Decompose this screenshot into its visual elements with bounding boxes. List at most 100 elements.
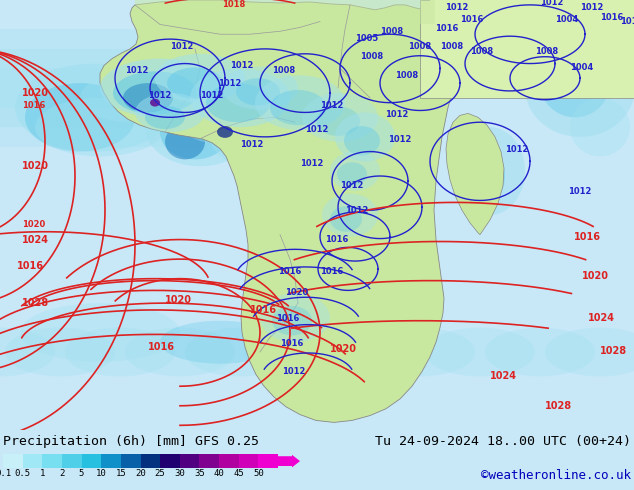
Ellipse shape: [190, 69, 290, 127]
Ellipse shape: [330, 206, 362, 232]
Polygon shape: [446, 113, 504, 235]
Ellipse shape: [0, 327, 55, 376]
Bar: [180, 454, 200, 468]
Text: 1008: 1008: [408, 42, 431, 51]
Text: 1020: 1020: [165, 295, 192, 305]
Text: 1024: 1024: [588, 313, 615, 323]
Text: 5: 5: [79, 469, 84, 478]
Ellipse shape: [270, 90, 326, 125]
Text: 1020: 1020: [22, 88, 49, 98]
Ellipse shape: [206, 83, 270, 122]
Text: 1008: 1008: [272, 66, 295, 75]
Text: 1020: 1020: [22, 161, 49, 171]
Ellipse shape: [125, 327, 235, 376]
FancyArrow shape: [278, 455, 300, 467]
FancyBboxPatch shape: [420, 0, 634, 98]
Ellipse shape: [545, 327, 634, 376]
Text: 1016: 1016: [22, 100, 46, 110]
Text: 1004: 1004: [570, 63, 593, 73]
Text: 1: 1: [39, 469, 45, 478]
Text: 1012: 1012: [240, 140, 263, 148]
Text: 1016: 1016: [148, 342, 175, 352]
Bar: [0, 249, 634, 430]
Ellipse shape: [135, 93, 205, 132]
Text: 50: 50: [253, 469, 264, 478]
Ellipse shape: [260, 294, 330, 342]
Ellipse shape: [5, 327, 115, 376]
Text: 1012: 1012: [148, 91, 171, 100]
Ellipse shape: [315, 112, 405, 181]
Bar: [42, 454, 62, 468]
Text: ©weatheronline.co.uk: ©weatheronline.co.uk: [481, 469, 631, 482]
Ellipse shape: [65, 327, 175, 376]
Text: 1012: 1012: [540, 0, 564, 7]
Text: 15: 15: [115, 469, 126, 478]
Ellipse shape: [150, 99, 160, 107]
Ellipse shape: [167, 68, 223, 99]
Text: 1012: 1012: [125, 66, 148, 75]
Bar: [82, 454, 101, 468]
Polygon shape: [100, 0, 470, 422]
Ellipse shape: [425, 327, 535, 376]
Text: 1012: 1012: [568, 187, 592, 196]
Ellipse shape: [230, 120, 300, 163]
Text: 1008: 1008: [360, 51, 383, 61]
Ellipse shape: [337, 162, 367, 186]
Ellipse shape: [305, 327, 415, 376]
Bar: [0, 49, 200, 127]
Text: 1012: 1012: [230, 61, 254, 71]
Text: 1016: 1016: [250, 305, 277, 315]
Bar: [239, 454, 259, 468]
Text: 25: 25: [155, 469, 165, 478]
Text: 1004: 1004: [555, 15, 578, 24]
Text: 20: 20: [135, 469, 146, 478]
Text: 1020: 1020: [22, 220, 45, 229]
Bar: [141, 454, 160, 468]
Ellipse shape: [335, 112, 395, 161]
Bar: [121, 454, 141, 468]
Ellipse shape: [465, 148, 505, 203]
Text: 1008: 1008: [395, 71, 418, 80]
Text: 1016: 1016: [620, 18, 634, 26]
Ellipse shape: [365, 327, 475, 376]
Text: 10: 10: [96, 469, 107, 478]
Text: 0.5: 0.5: [15, 469, 30, 478]
Text: 40: 40: [214, 469, 224, 478]
Text: 1012: 1012: [340, 181, 363, 190]
Text: 1018: 1018: [222, 0, 245, 9]
Ellipse shape: [245, 327, 355, 376]
Bar: [62, 454, 82, 468]
Ellipse shape: [113, 72, 197, 114]
Text: 1012: 1012: [305, 125, 328, 134]
Text: 1012: 1012: [170, 42, 193, 51]
Text: 1016: 1016: [325, 236, 348, 245]
Text: 1012: 1012: [218, 79, 242, 88]
Ellipse shape: [540, 49, 610, 117]
Text: 1005: 1005: [355, 34, 378, 43]
Ellipse shape: [165, 124, 205, 159]
Text: 1012: 1012: [445, 3, 469, 12]
Ellipse shape: [330, 134, 380, 169]
Text: 1020: 1020: [285, 288, 308, 297]
Ellipse shape: [25, 83, 135, 151]
Ellipse shape: [210, 103, 330, 171]
Ellipse shape: [160, 321, 280, 364]
Ellipse shape: [185, 327, 295, 376]
Ellipse shape: [545, 0, 634, 49]
Ellipse shape: [316, 107, 360, 136]
Bar: [259, 454, 278, 468]
Ellipse shape: [145, 88, 255, 166]
Text: 1012: 1012: [345, 206, 368, 215]
Bar: [200, 454, 219, 468]
Text: 1016: 1016: [17, 261, 44, 271]
Text: 30: 30: [174, 469, 185, 478]
Text: 1016: 1016: [600, 13, 623, 22]
Ellipse shape: [15, 64, 175, 151]
Text: 1016: 1016: [280, 339, 304, 348]
Text: 1012: 1012: [320, 100, 344, 110]
Text: 1016: 1016: [460, 15, 483, 24]
Bar: [101, 454, 121, 468]
Text: 1012: 1012: [490, 0, 514, 2]
Ellipse shape: [236, 78, 280, 106]
Text: 1008: 1008: [380, 27, 403, 36]
